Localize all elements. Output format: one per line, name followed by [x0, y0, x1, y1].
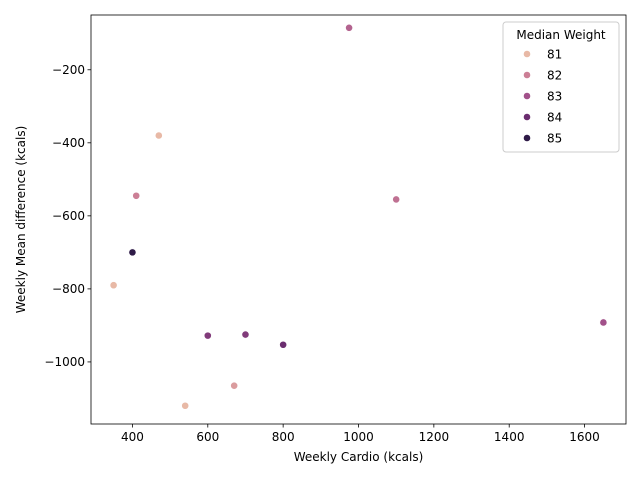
- legend-label-83: 83: [547, 89, 562, 103]
- x-tick-label: 1000: [343, 430, 374, 444]
- data-point-10: [230, 381, 239, 390]
- x-tick-label: 1400: [494, 430, 525, 444]
- data-point-0: [345, 23, 353, 32]
- data-point-4: [128, 248, 137, 257]
- y-tick-label: −400: [52, 136, 85, 150]
- legend-label-81: 81: [547, 47, 562, 61]
- x-tick-label: 800: [272, 430, 295, 444]
- legend-marker-84: [523, 113, 531, 121]
- data-point-2: [132, 191, 141, 200]
- x-tick-label: 1600: [569, 430, 600, 444]
- data-point-6: [599, 318, 608, 327]
- data-point-11: [181, 401, 190, 410]
- data-point-3: [392, 195, 401, 204]
- points-layer: [109, 23, 608, 410]
- legend-title: Median Weight: [516, 28, 606, 42]
- legend-marker-81: [523, 50, 531, 58]
- data-point-9: [279, 340, 288, 349]
- y-tick-label: −600: [52, 209, 85, 223]
- legend-marker-85: [523, 134, 531, 142]
- legend-label-82: 82: [547, 68, 562, 82]
- y-tick-label: −1000: [44, 355, 85, 369]
- legend-label-84: 84: [547, 110, 562, 124]
- data-point-8: [203, 331, 212, 340]
- y-tick-label: −200: [52, 63, 85, 77]
- x-axis-ticks: 400 600 800 1000 1200 1400 1600: [121, 424, 600, 444]
- legend: Median Weight 81 82 83 84 85: [502, 21, 620, 153]
- y-axis-ticks: −1000 −800 −600 −400 −200: [44, 63, 91, 369]
- x-tick-label: 600: [196, 430, 219, 444]
- legend-marker-82: [523, 71, 531, 79]
- y-axis-label: Weekly Mean difference (kcals): [14, 126, 28, 314]
- legend-label-85: 85: [547, 131, 562, 145]
- x-axis-label: Weekly Cardio (kcals): [294, 450, 424, 464]
- y-tick-label: −800: [52, 282, 85, 296]
- x-tick-label: 1200: [419, 430, 450, 444]
- x-tick-label: 400: [121, 430, 144, 444]
- data-point-5: [109, 281, 118, 290]
- legend-entries: 81 82 83 84 85: [523, 47, 562, 145]
- data-point-1: [154, 131, 163, 140]
- legend-marker-83: [523, 92, 531, 100]
- legend-box: [502, 21, 620, 153]
- data-point-7: [241, 330, 250, 339]
